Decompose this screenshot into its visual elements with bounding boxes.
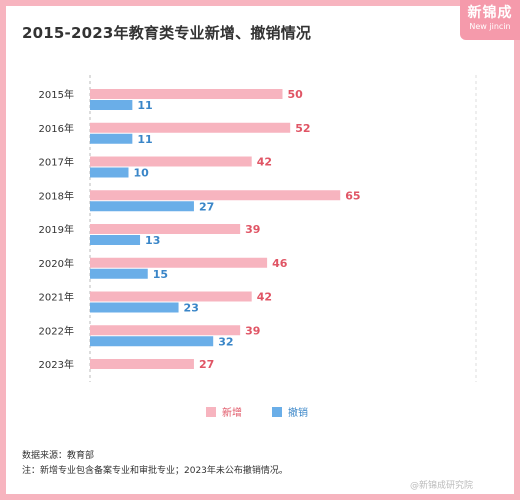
category-label: 2016年 bbox=[39, 122, 74, 135]
logo-text: 新锦成 bbox=[467, 5, 513, 21]
category-label: 2017年 bbox=[39, 156, 74, 169]
bar-removed bbox=[90, 336, 214, 347]
legend-label-added: 新增 bbox=[222, 406, 242, 419]
chart-title: 2015-2023年教育类专业新增、撤销情况 bbox=[22, 24, 312, 42]
bar-added bbox=[90, 190, 341, 201]
data-label-added: 52 bbox=[295, 122, 310, 135]
legend-label-removed: 撤销 bbox=[288, 406, 308, 419]
bar-added bbox=[90, 89, 283, 99]
bar-removed bbox=[90, 201, 194, 212]
data-label-added: 50 bbox=[288, 88, 304, 101]
bar-removed bbox=[90, 133, 133, 144]
bar-added bbox=[90, 325, 241, 336]
category-label: 2018年 bbox=[39, 189, 74, 202]
bar-removed bbox=[90, 235, 141, 245]
category-label: 2019年 bbox=[39, 223, 74, 236]
bar-removed bbox=[90, 302, 179, 313]
data-label-added: 39 bbox=[245, 223, 260, 236]
bar-removed bbox=[90, 100, 133, 110]
data-label-added: 42 bbox=[257, 156, 272, 169]
data-label-added: 65 bbox=[345, 189, 360, 202]
data-label-removed: 11 bbox=[137, 133, 152, 146]
bar-added bbox=[90, 224, 241, 234]
logo-subtext: New jincin bbox=[469, 22, 511, 31]
data-label-removed: 10 bbox=[134, 167, 150, 180]
source-note: 数据来源：教育部 bbox=[22, 451, 95, 461]
category-label: 2020年 bbox=[39, 257, 74, 270]
bar-added bbox=[90, 156, 252, 167]
legend-swatch-added bbox=[206, 407, 216, 417]
category-label: 2015年 bbox=[39, 88, 74, 101]
bar-added bbox=[90, 359, 194, 369]
bar-added bbox=[90, 257, 268, 268]
bar-added bbox=[90, 122, 291, 133]
data-label-removed: 11 bbox=[137, 99, 152, 112]
data-label-removed: 32 bbox=[218, 335, 233, 348]
bar-removed bbox=[90, 167, 129, 178]
data-label-added: 42 bbox=[257, 291, 272, 304]
data-label-removed: 23 bbox=[184, 302, 199, 315]
category-label: 2022年 bbox=[39, 324, 74, 337]
data-label-removed: 15 bbox=[153, 268, 168, 281]
data-label-removed: 13 bbox=[145, 234, 160, 247]
category-label: 2023年 bbox=[39, 358, 74, 371]
brand-logo: 新锦成 New jincin bbox=[460, 0, 520, 40]
data-label-removed: 27 bbox=[199, 200, 214, 213]
watermark: @新锦成研究院 bbox=[410, 481, 474, 491]
bar-added bbox=[90, 291, 252, 302]
data-label-added: 27 bbox=[199, 358, 214, 371]
category-label: 2021年 bbox=[39, 291, 74, 304]
footnote: 注：新增专业包含备案专业和审批专业；2023年未公布撤销情况。 bbox=[22, 466, 288, 476]
legend-swatch-removed bbox=[272, 407, 282, 417]
data-label-added: 46 bbox=[272, 257, 288, 270]
bar-removed bbox=[90, 268, 148, 279]
data-label-added: 39 bbox=[245, 324, 260, 337]
